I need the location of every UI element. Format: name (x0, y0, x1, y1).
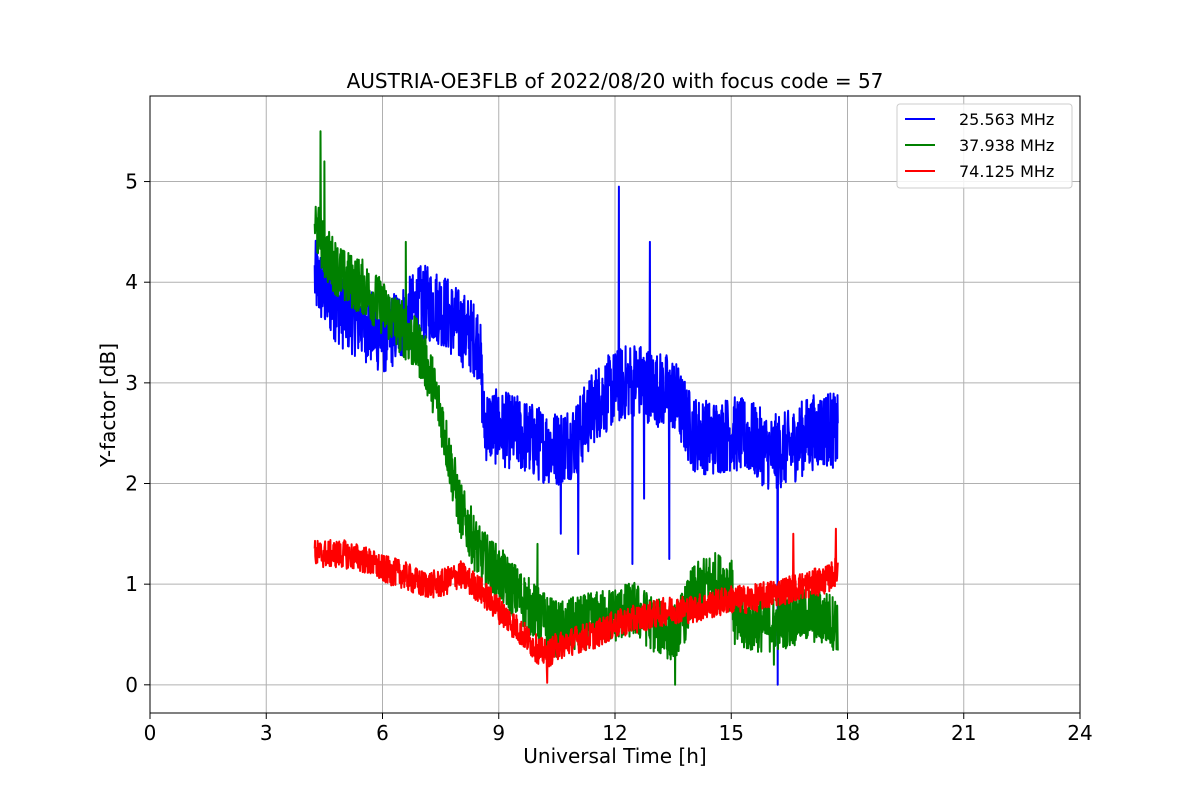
x-tick-label: 15 (719, 721, 744, 745)
legend: 25.563 MHz 37.938 MHz 74.125 MHz (896, 103, 1073, 189)
y-tick-label: 4 (125, 270, 138, 294)
legend-box (896, 103, 1073, 189)
y-tick-label: 1 (125, 572, 138, 596)
x-tick-label: 6 (376, 721, 389, 745)
x-tick-label: 21 (951, 721, 976, 745)
x-tick-label: 0 (144, 721, 157, 745)
x-tick-label: 3 (260, 721, 273, 745)
x-tick-label: 24 (1067, 721, 1092, 745)
x-tick-label: 9 (492, 721, 505, 745)
legend-label: 25.563 MHz (959, 110, 1054, 129)
legend-label: 37.938 MHz (959, 136, 1054, 155)
x-tick-label: 12 (602, 721, 627, 745)
series-layer (313, 130, 839, 686)
x-axis-label: Universal Time [h] (523, 744, 706, 768)
x-axis: 0 3 6 9 12 15 18 21 24 (144, 713, 1093, 745)
y-tick-label: 2 (125, 472, 138, 496)
chart-title: AUSTRIA-OE3FLB of 2022/08/20 with focus … (347, 69, 884, 93)
y-axis: 0 1 2 3 4 5 (125, 170, 150, 697)
x-tick-label: 18 (835, 721, 860, 745)
series-line-3 (313, 527, 839, 684)
y-tick-label: 0 (125, 673, 138, 697)
y-axis-label: Y-factor [dB] (96, 343, 120, 468)
y-tick-label: 5 (125, 170, 138, 194)
legend-label: 74.125 MHz (959, 162, 1054, 181)
y-tick-label: 3 (125, 371, 138, 395)
